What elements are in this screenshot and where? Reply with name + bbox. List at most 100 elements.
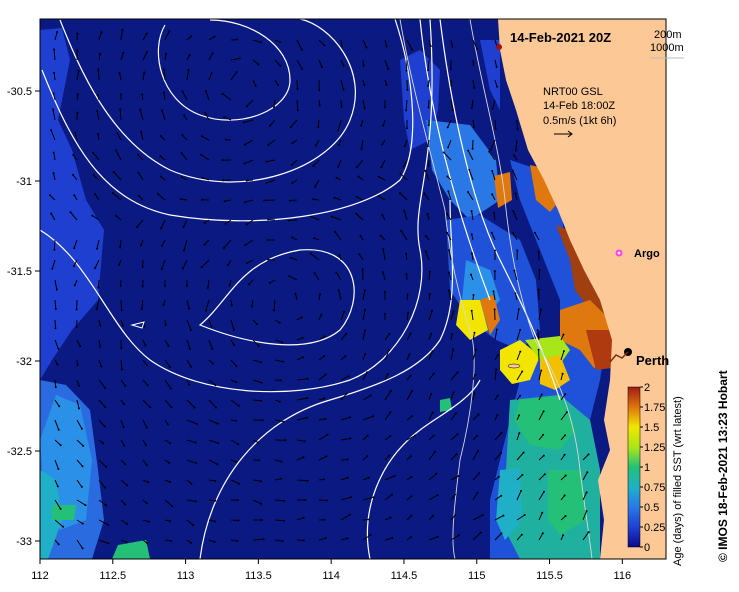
current-arrow [560,411,568,421]
current-arrow-head [52,151,55,154]
current-arrow-head [491,107,494,110]
current-arrow [428,536,438,541]
current-arrow-head [211,347,214,350]
current-arrow [296,378,308,381]
current-arrow-head [385,83,388,86]
current-arrow-head [58,405,61,408]
current-arrow-head [411,415,413,418]
current-arrow [142,33,148,41]
current-arrow [362,309,366,321]
current-arrow [382,272,386,281]
current-arrow-head [148,520,150,523]
current-arrow [362,39,367,48]
current-arrow-head [280,460,283,463]
current-arrow-head [475,348,478,351]
current-arrow-head [96,94,99,97]
current-arrow [230,539,238,542]
current-arrow-head [377,175,380,178]
current-arrow [223,239,232,249]
current-arrow [142,72,145,81]
current-arrow [186,459,197,464]
current-arrow-head [57,468,60,470]
current-arrow-head [236,499,239,502]
current-arrow-head [452,310,455,313]
current-arrow-head [200,135,203,138]
current-arrow-head [169,366,171,369]
current-arrow [516,371,523,381]
current-arrow [384,373,389,381]
y-tick-label: -31 [16,176,32,188]
current-arrow-head [204,111,207,114]
current-arrow-head [214,384,217,387]
current-arrow-head [446,212,449,215]
current-arrow [538,434,544,441]
station-marker [496,44,502,50]
current-arrow [538,533,544,541]
current-arrow-head [223,116,226,119]
current-arrow [428,39,432,47]
current-arrow-head [542,454,545,457]
current-arrow-head [102,442,105,445]
current-arrow [248,279,254,285]
current-arrow [406,415,413,421]
current-arrow [472,414,479,421]
current-arrow [201,259,210,268]
current-arrow [208,439,219,444]
current-arrow-head [145,444,147,447]
current-arrow-head [266,239,269,241]
current-arrow-head [168,461,171,464]
perth-label: Perth [636,353,669,368]
current-arrow [296,397,308,401]
current-arrow [230,479,240,485]
current-arrow-head [456,433,459,436]
current-arrow [378,176,386,181]
current-arrow [164,31,170,41]
current-arrow [494,515,504,521]
current-arrow [181,152,188,161]
current-arrow-head [447,289,450,292]
current-arrow [204,239,210,245]
current-arrow-head [323,478,325,481]
current-arrow-head [518,414,521,417]
current-arrow [142,379,148,386]
current-arrow-head [349,416,352,419]
current-arrow [296,479,308,482]
current-arrow-head [338,254,341,257]
current-arrow [384,333,390,341]
current-arrow [50,213,56,221]
current-arrow [362,477,369,481]
current-arrow-head [383,106,386,109]
current-arrow-head [161,109,164,112]
current-arrow-head [146,364,149,367]
current-arrow [296,539,304,541]
current-arrow [472,39,478,50]
current-arrow [201,154,210,161]
current-arrow [538,370,542,381]
current-arrow-head [377,195,380,197]
current-arrow-head [147,481,150,484]
current-arrow-head [337,289,340,292]
current-arrow [560,515,566,521]
current-arrow-head [473,126,476,129]
current-arrow-head [118,72,121,74]
current-arrow [76,339,81,347]
current-arrow-head [357,175,360,178]
current-arrow [274,359,284,363]
current-arrow-head [473,331,476,334]
current-arrow [515,193,518,201]
current-arrow-head [160,175,162,178]
current-arrow-head [300,48,303,51]
current-arrow [97,279,100,288]
current-arrow-head [236,540,239,543]
current-arrow-head [56,363,59,366]
current-arrow [54,419,60,430]
land-region [498,19,666,559]
current-arrow-head [411,48,414,51]
current-arrow [560,350,565,361]
current-arrow-head [512,210,515,212]
current-arrow-head [409,455,412,458]
current-arrow-head [263,199,266,202]
current-arrow [471,310,474,321]
current-arrow-head [181,134,184,137]
current-arrow-head [350,496,353,499]
